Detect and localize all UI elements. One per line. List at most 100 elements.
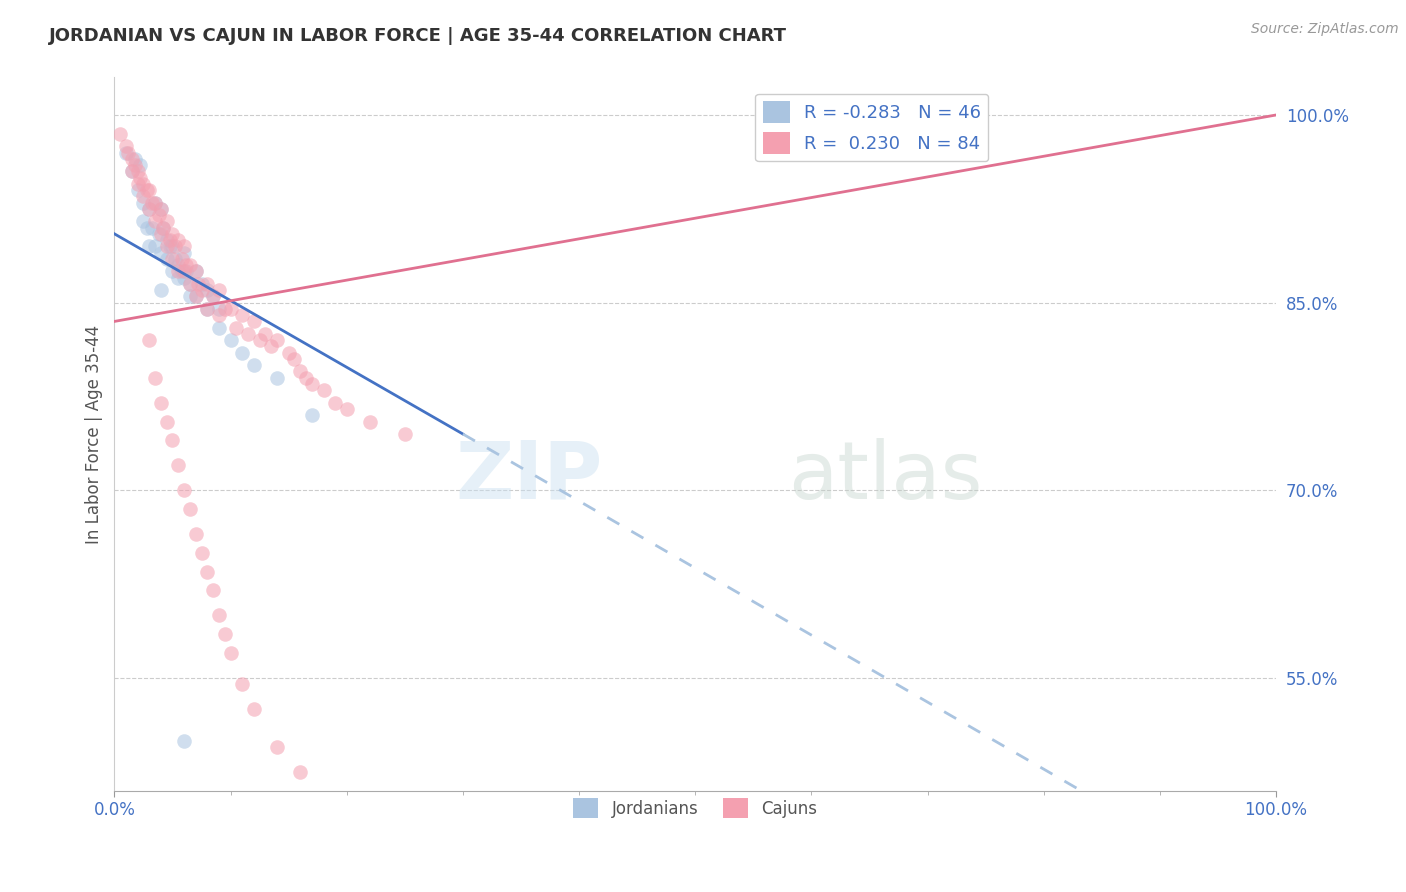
Point	[295, 370, 318, 384]
Point	[162, 227, 184, 241]
Point	[170, 252, 193, 266]
Point	[167, 233, 190, 247]
Point	[184, 264, 207, 278]
Point	[162, 434, 184, 448]
Point	[132, 189, 155, 203]
Text: JORDANIAN VS CAJUN IN LABOR FORCE | AGE 35-44 CORRELATION CHART: JORDANIAN VS CAJUN IN LABOR FORCE | AGE …	[49, 27, 787, 45]
Y-axis label: In Labor Force | Age 35-44: In Labor Force | Age 35-44	[86, 325, 103, 543]
Point	[301, 376, 323, 391]
Point	[190, 283, 212, 297]
Text: ZIP: ZIP	[456, 438, 602, 516]
Point	[163, 252, 186, 266]
Point	[121, 164, 143, 178]
Point	[179, 277, 201, 291]
Point	[148, 227, 170, 241]
Point	[163, 239, 186, 253]
Point	[152, 220, 174, 235]
Point	[132, 177, 155, 191]
Point	[143, 239, 166, 253]
Point	[290, 764, 312, 779]
Point	[283, 351, 305, 366]
Point	[152, 220, 174, 235]
Point	[208, 283, 231, 297]
Point	[167, 270, 190, 285]
Point	[195, 283, 218, 297]
Point	[132, 195, 155, 210]
Point	[138, 202, 160, 216]
Point	[159, 239, 181, 253]
Point	[231, 308, 253, 322]
Point	[121, 164, 143, 178]
Point	[179, 277, 201, 291]
Point	[167, 458, 190, 473]
Point	[301, 409, 323, 423]
Point	[149, 202, 172, 216]
Point	[195, 565, 218, 579]
Point	[167, 258, 190, 272]
Point	[202, 289, 225, 303]
Point	[173, 264, 195, 278]
Point	[202, 583, 225, 598]
Point	[214, 627, 236, 641]
Point	[167, 264, 190, 278]
Point	[312, 383, 335, 397]
Point	[179, 289, 201, 303]
Point	[115, 145, 138, 160]
Point	[149, 396, 172, 410]
Legend: Jordanians, Cajuns: Jordanians, Cajuns	[567, 791, 824, 825]
Point	[173, 733, 195, 747]
Point	[149, 245, 172, 260]
Point	[336, 402, 359, 417]
Point	[136, 220, 159, 235]
Point	[138, 239, 160, 253]
Point	[243, 358, 266, 372]
Point	[249, 333, 271, 347]
Point	[143, 370, 166, 384]
Point	[115, 139, 138, 153]
Point	[208, 608, 231, 623]
Point	[143, 195, 166, 210]
Point	[132, 214, 155, 228]
Point	[266, 370, 288, 384]
Point	[127, 177, 149, 191]
Point	[359, 415, 381, 429]
Point	[219, 646, 242, 660]
Point	[290, 364, 312, 378]
Point	[143, 195, 166, 210]
Point	[173, 483, 195, 498]
Point	[187, 277, 209, 291]
Point	[124, 158, 146, 172]
Point	[208, 320, 231, 334]
Point	[141, 195, 163, 210]
Point	[176, 264, 198, 278]
Text: Source: ZipAtlas.com: Source: ZipAtlas.com	[1251, 22, 1399, 37]
Point	[231, 345, 253, 359]
Point	[243, 314, 266, 328]
Point	[159, 233, 181, 247]
Point	[208, 308, 231, 322]
Point	[219, 333, 242, 347]
Point	[170, 264, 193, 278]
Point	[179, 258, 201, 272]
Point	[260, 339, 283, 353]
Point	[190, 546, 212, 560]
Point	[184, 264, 207, 278]
Point	[336, 808, 359, 822]
Point	[149, 202, 172, 216]
Point	[214, 301, 236, 316]
Point	[143, 214, 166, 228]
Point	[394, 427, 416, 442]
Point	[236, 326, 259, 341]
Point	[208, 301, 231, 316]
Point	[136, 183, 159, 197]
Point	[117, 145, 139, 160]
Point	[156, 214, 179, 228]
Point	[266, 739, 288, 754]
Point	[254, 326, 277, 341]
Point	[231, 677, 253, 691]
Point	[184, 289, 207, 303]
Point	[138, 202, 160, 216]
Point	[156, 415, 179, 429]
Point	[127, 183, 149, 197]
Point	[121, 152, 143, 166]
